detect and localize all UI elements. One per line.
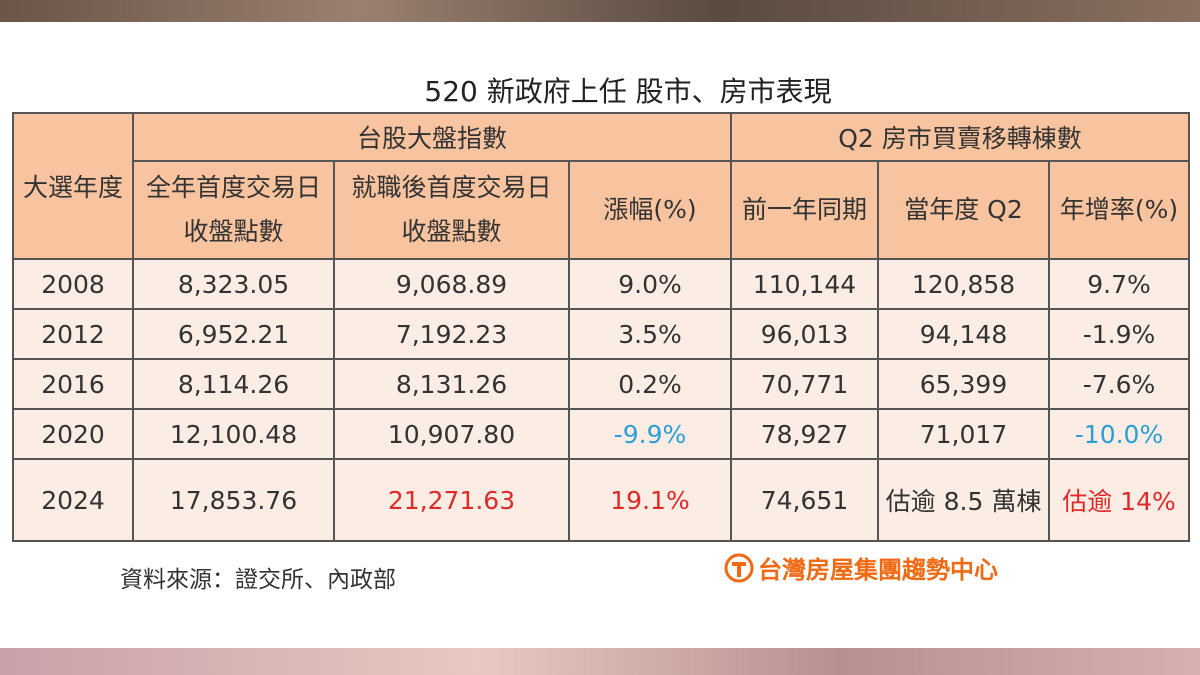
value-cell: 94,148: [877, 308, 1050, 360]
table-row: 2020 12,100.48 10,907.80 -9.9% 78,927 71,017-…: [12, 408, 1190, 460]
source-note: 資料來源：證交所、內政部: [120, 567, 396, 593]
year-cell: 2016: [12, 358, 134, 410]
value-cell: 9.7%: [1048, 258, 1190, 310]
video-strip: [0, 0, 1200, 22]
value-cell: 78,927: [730, 408, 879, 460]
value-cell: 0.2%: [568, 358, 732, 410]
value-cell: 12,100.48: [132, 408, 335, 460]
table-row: 2012 6,952.21 7,192.23 3.5% 96,013 94,148 -1.9…: [12, 308, 1190, 360]
group-header: Q2 房市買賣移轉棟數: [730, 112, 1190, 162]
value-cell: 70,771: [730, 358, 879, 410]
column-header: 當年度 Q2: [877, 160, 1050, 260]
value-cell: -10.0%: [1048, 408, 1190, 460]
value-cell: -9.9%: [568, 408, 732, 460]
value-cell: 7,192.23: [333, 308, 570, 360]
year-cell: 2008: [12, 258, 134, 310]
value-cell: 120,858: [877, 258, 1050, 310]
value-cell: 8,131.26: [333, 358, 570, 410]
value-cell: 71,017: [877, 408, 1050, 460]
value-cell: 110,144: [730, 258, 879, 310]
header-line: 漲幅(%): [603, 195, 697, 224]
header-line: 收盤點數: [183, 217, 284, 246]
logo: 台灣房屋集團趨勢中心: [724, 550, 998, 585]
value-cell: 3.5%: [568, 308, 732, 360]
value-cell: 8,114.26: [132, 358, 335, 410]
table-row: 2008 8,323.05 9,068.89 9.0% 110,144 120,858 9.…: [12, 258, 1190, 310]
group-header: 台股大盤指數: [132, 112, 732, 162]
value-cell: 6,952.21: [132, 308, 335, 360]
header-line: 當年度 Q2: [904, 195, 1023, 224]
logo-icon: [724, 553, 754, 582]
value-cell: 21,271.63: [333, 458, 570, 542]
value-cell: 65,399: [877, 358, 1050, 410]
logo-text: 台灣房屋集團趨勢中心: [758, 556, 998, 584]
header-line: 前一年同期: [741, 195, 867, 224]
column-header: 前一年同期: [730, 160, 879, 260]
data-table: 大選年度 台股大盤指數 Q2 房市買賣移轉棟數 全年首度交易日 收盤點數 就職後首度…: [12, 112, 1190, 542]
value-cell: 估逾 8.5 萬棟: [877, 458, 1050, 542]
column-header: 年增率(%): [1048, 160, 1190, 260]
header-line: 就職後首度交易日: [351, 173, 552, 202]
value-cell: -1.9%: [1048, 308, 1190, 360]
header-line: 全年首度交易日: [145, 173, 321, 202]
value-cell: 8,323.05: [132, 258, 335, 310]
header-cell: 大選年度: [12, 112, 134, 260]
column-header: 就職後首度交易日 收盤點數: [333, 160, 570, 260]
column-header: 全年首度交易日 收盤點數: [132, 160, 335, 260]
value-cell: 9.0%: [568, 258, 732, 310]
value-cell: 9,068.89: [333, 258, 570, 310]
title: 520 新政府上任 股市、房市表現: [424, 75, 832, 108]
video-strip: [0, 648, 1200, 675]
table-row: 2016 8,114.26 8,131.26 0.2% 70,771 65,399 -7.6…: [12, 358, 1190, 410]
year-cell: 2012: [12, 308, 134, 360]
column-header: 漲幅(%): [568, 160, 732, 260]
value-cell: 74,651: [730, 458, 879, 542]
value-cell: 96,013: [730, 308, 879, 360]
year-cell: 2024: [12, 458, 134, 542]
table-row: 2024 17,853.76 21,271.63 19.1% 74,651 估逾 8.5 …: [12, 458, 1190, 542]
value-cell: 10,907.80: [333, 408, 570, 460]
year-cell: 2020: [12, 408, 134, 460]
value-cell: -7.6%: [1048, 358, 1190, 410]
value-cell: 19.1%: [568, 458, 732, 542]
value-cell: 估逾 14%: [1048, 458, 1190, 542]
value-cell: 17,853.76: [132, 458, 335, 542]
header-line: 收盤點數: [401, 217, 502, 246]
header-line: 年增率(%): [1059, 195, 1179, 224]
